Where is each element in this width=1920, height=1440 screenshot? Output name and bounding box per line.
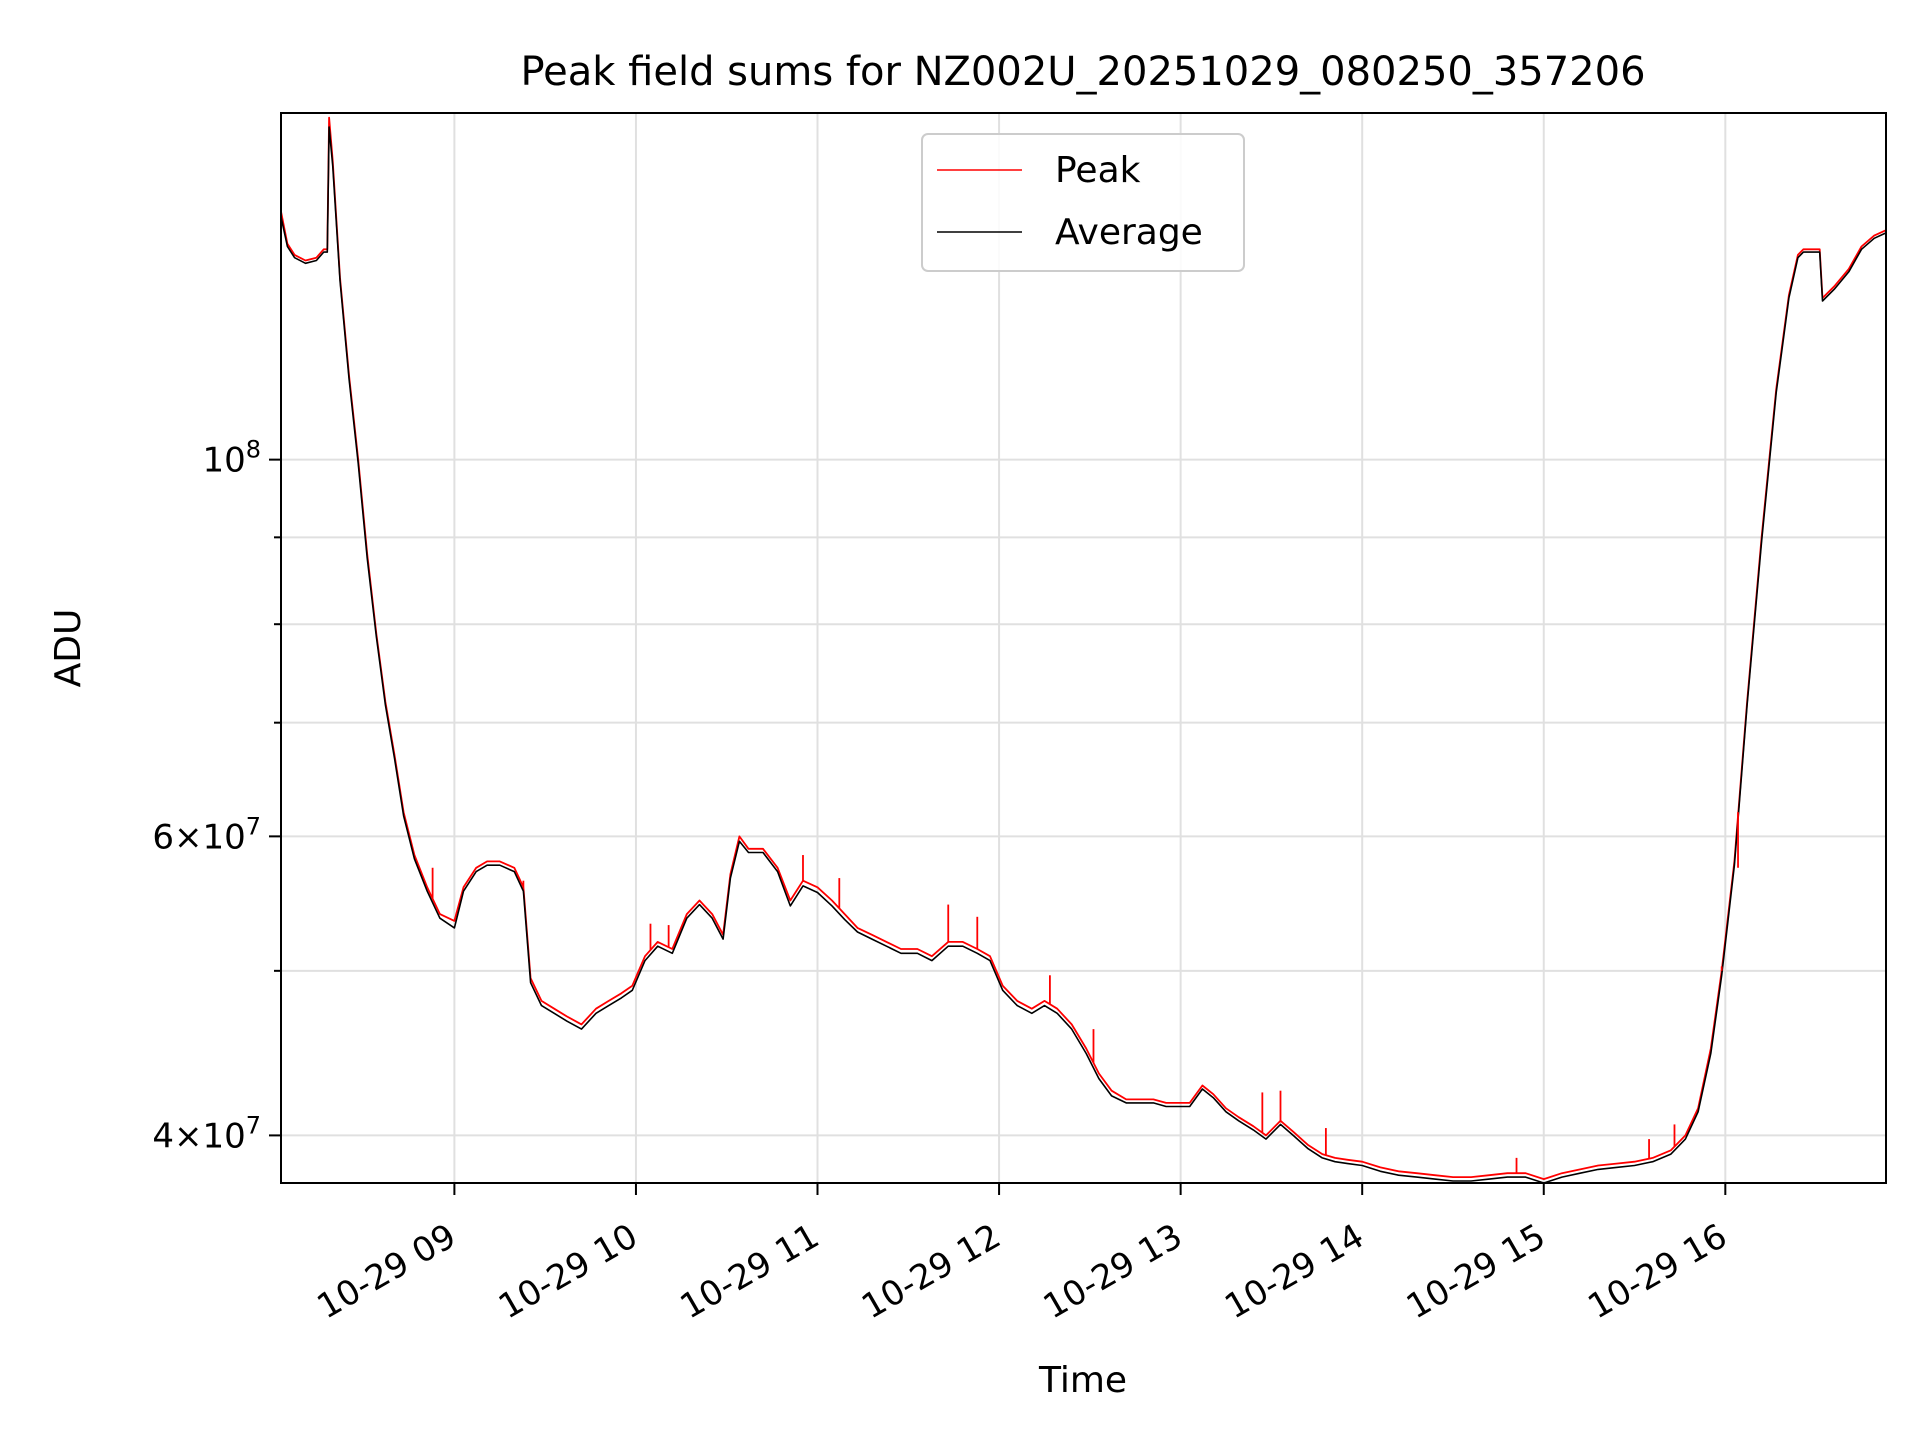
plot-frame	[280, 112, 1887, 1184]
series-peak-line	[280, 116, 1887, 1180]
y-tick-label: 4×107	[152, 1111, 261, 1156]
y-tick-label: 108	[202, 436, 261, 481]
chart-title: Peak field sums for NZ002U_20251029_0802…	[520, 49, 1645, 95]
x-axis-label: Time	[1038, 1360, 1127, 1401]
legend-average-label: Average	[1055, 212, 1203, 253]
legend-peak-label: Peak	[1055, 150, 1141, 191]
plot-lines	[280, 116, 1887, 1184]
series-average-line	[280, 126, 1887, 1184]
legend-box	[921, 133, 1245, 272]
legend: Peak Average	[921, 133, 1245, 272]
y-tick-label: 6×107	[152, 812, 261, 857]
y-axis: 4×107 6×107 108	[152, 436, 281, 1156]
grid-lines	[281, 113, 1886, 1183]
y-axis-label: ADU	[48, 609, 89, 688]
